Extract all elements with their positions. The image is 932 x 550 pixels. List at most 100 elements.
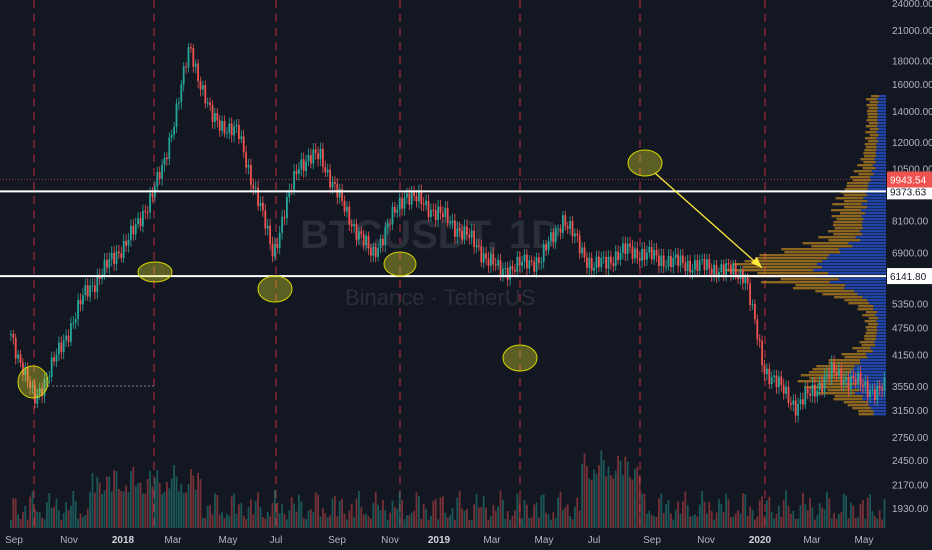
highlight-ellipse-5[interactable] xyxy=(627,149,663,177)
candle-body xyxy=(523,254,526,262)
profile-bar-up xyxy=(817,392,856,395)
candle-body xyxy=(240,136,243,139)
profile-bar-up xyxy=(831,215,862,218)
profile-bar-up xyxy=(852,407,871,410)
drawing-annotations[interactable] xyxy=(17,149,763,399)
time-axis[interactable]: Sep Nov 2018 Mar May Jul Sep Nov 2019 Mar May Jul Se… xyxy=(0,530,932,550)
volume-bar xyxy=(24,505,27,528)
volume-bar xyxy=(487,519,490,528)
projection-arrow-line[interactable] xyxy=(654,172,763,269)
profile-bar-down xyxy=(878,317,886,320)
candle-body xyxy=(629,243,631,247)
profile-bar-down xyxy=(862,224,886,227)
candle-body xyxy=(98,275,101,279)
highlight-ellipse-3[interactable] xyxy=(383,251,417,277)
candle-body xyxy=(67,335,70,342)
candle-body xyxy=(182,66,185,85)
profile-bar-up xyxy=(867,116,878,119)
volume-bar xyxy=(60,519,63,528)
time-tick-label: 2018 xyxy=(112,535,135,546)
volume-bar xyxy=(607,466,610,528)
volume-bar xyxy=(127,492,130,528)
volume-bar xyxy=(528,517,531,528)
volume-bar xyxy=(485,507,487,528)
candle-body xyxy=(341,189,343,201)
time-tick-label: Nov xyxy=(60,535,78,546)
volume-bar xyxy=(518,497,521,528)
candle-body xyxy=(454,220,456,237)
volume-bar xyxy=(713,519,715,528)
volume-bar xyxy=(509,519,511,528)
volume-bar xyxy=(871,511,874,528)
candle-body xyxy=(418,190,420,202)
highlight-ellipse-1[interactable] xyxy=(137,261,173,283)
volume-bar xyxy=(542,494,545,528)
volume-bar xyxy=(636,466,639,528)
volume-bar xyxy=(610,475,612,528)
candle-body xyxy=(377,247,379,257)
candle-body xyxy=(432,209,435,211)
candle-body xyxy=(439,206,442,213)
candle-body xyxy=(845,377,847,381)
candle-body xyxy=(490,253,492,266)
volume-bar xyxy=(187,483,190,528)
candle-body xyxy=(190,47,192,49)
profile-bar-up xyxy=(858,410,874,413)
candle-body xyxy=(89,285,91,297)
profile-bar-up xyxy=(869,134,879,137)
candle-body xyxy=(830,362,833,378)
price-axis[interactable]: 24000.00 21000.00 18000.00 16000.00 14000.00… xyxy=(0,0,932,530)
volume-bar xyxy=(180,483,183,528)
volume-bar xyxy=(703,501,706,528)
volume-bar xyxy=(134,486,137,528)
highlight-ellipse-2[interactable] xyxy=(257,275,293,303)
profile-bar-up xyxy=(834,227,863,230)
profile-bar-down xyxy=(838,248,886,251)
candle-body xyxy=(638,258,641,261)
candle-body xyxy=(725,263,727,275)
volume-bar xyxy=(600,450,603,528)
volume-bar xyxy=(446,517,449,528)
volume-bar xyxy=(706,513,708,528)
volume-bar xyxy=(365,513,367,528)
volume-bar xyxy=(319,516,322,528)
candle-body xyxy=(334,182,336,184)
candle-body xyxy=(36,393,39,404)
volume-bar xyxy=(161,493,163,528)
volume-bar xyxy=(624,456,627,528)
profile-bar-up xyxy=(841,353,866,356)
candle-body xyxy=(528,260,531,269)
volume-bar xyxy=(833,512,835,528)
volume-bar xyxy=(341,499,343,528)
volume-bar xyxy=(149,470,151,528)
candle-body xyxy=(722,264,725,275)
volume-bar xyxy=(329,515,331,528)
candle-body xyxy=(437,206,439,221)
highlight-ellipse-4[interactable] xyxy=(502,344,538,372)
candle-body xyxy=(533,261,535,272)
candle-body xyxy=(492,253,495,265)
volume-bar xyxy=(29,496,31,528)
profile-bar-down xyxy=(838,278,886,281)
profile-bar-down xyxy=(876,125,886,128)
candle-body xyxy=(706,259,708,270)
candle-body xyxy=(674,254,677,258)
profile-bar-up xyxy=(811,245,853,248)
profile-bar-up xyxy=(755,257,828,260)
volume-bar xyxy=(170,478,173,528)
volume-bar xyxy=(809,498,811,528)
volume-bar xyxy=(77,518,79,528)
horizontal-levels[interactable] xyxy=(0,190,886,278)
candle-body xyxy=(110,252,113,260)
candle-body xyxy=(230,123,233,136)
volume-bar xyxy=(638,475,641,528)
volume-bar xyxy=(622,475,624,528)
volume-bar xyxy=(816,515,819,528)
volume-bar xyxy=(418,495,420,528)
highlight-ellipse-0[interactable] xyxy=(17,365,49,399)
price-tick-label: 2170.00 xyxy=(892,481,929,492)
profile-bar-down xyxy=(855,236,886,239)
candle-body xyxy=(672,257,675,268)
